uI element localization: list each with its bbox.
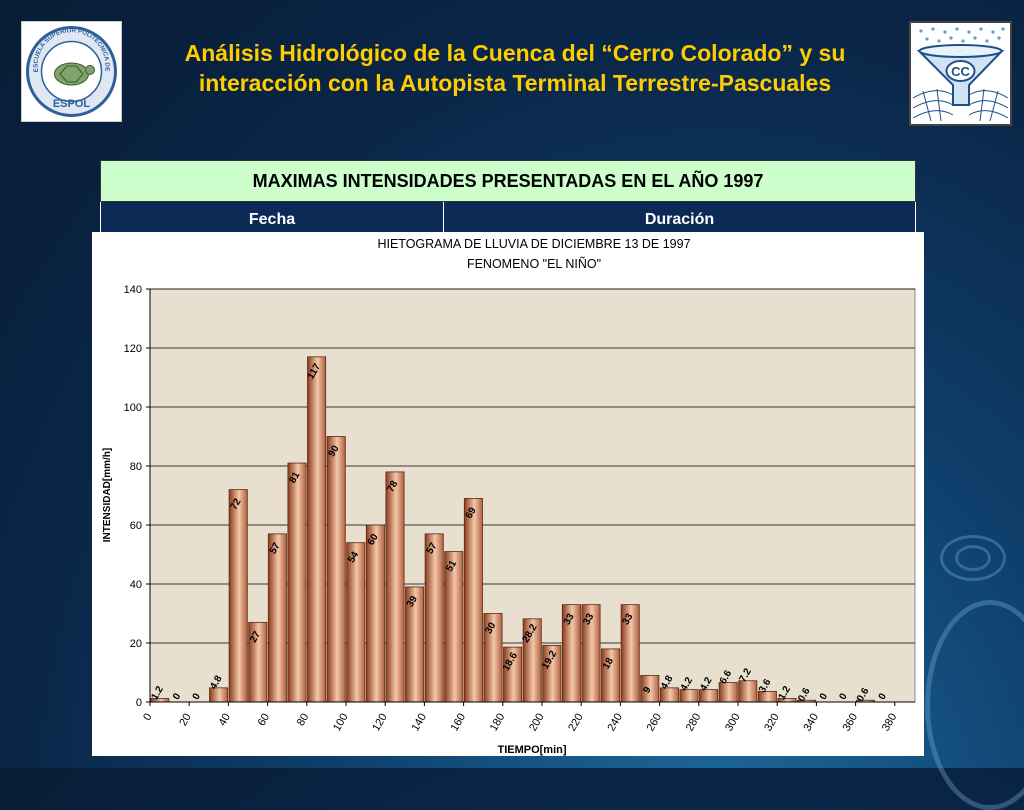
- bar-value-label: 72: [228, 496, 243, 512]
- x-tick-label: 40: [216, 712, 233, 729]
- bar-value-label: 0: [171, 691, 184, 702]
- y-tick-label: 80: [130, 461, 142, 473]
- bar: [601, 648, 621, 703]
- bar: [424, 533, 444, 703]
- bar: [326, 436, 346, 703]
- x-tick-label: 240: [605, 712, 625, 734]
- bar: [659, 687, 679, 703]
- cc-logo: CC: [909, 21, 1012, 126]
- bar-value-label: 30: [483, 620, 498, 636]
- ripple-decoration: [925, 600, 1024, 810]
- y-tick-label: 40: [130, 579, 142, 591]
- x-axis-label: TIEMPO[min]: [497, 744, 566, 756]
- x-tick-label: 60: [256, 712, 273, 729]
- x-tick-labels: 0 20 40 60 80 100 120 140 160 180 200 220 240 260 280 3…: [141, 702, 899, 733]
- bar-value-label: 33: [620, 611, 635, 627]
- bar-value-label: 81: [287, 470, 302, 486]
- bar-value-label: 0: [837, 691, 850, 702]
- bar: [738, 680, 758, 703]
- x-tick-label: 100: [331, 712, 351, 734]
- bar: [365, 524, 385, 703]
- ripple-decoration: [940, 535, 1006, 581]
- hyetograph-svg: 1.2 0 04.87227578111790546078395751693018.…: [102, 237, 916, 756]
- bar-value-label: 90: [326, 443, 341, 459]
- x-tick-label: 300: [723, 712, 743, 734]
- bar-value-label: 60: [366, 532, 381, 548]
- y-tick-label: 60: [130, 520, 142, 532]
- espol-logo: ESCUELA SUPERIOR POLITECNICA DEL LITORAL…: [20, 17, 122, 122]
- slide-title-line-1: Análisis Hidrológico de la Cuenca del “C…: [184, 40, 846, 66]
- slide-title: Análisis Hidrológico de la Cuenca del “C…: [130, 38, 900, 98]
- bar-value-label: 27: [248, 629, 263, 645]
- y-axis-label: INTENSIDAD[mm/h]: [102, 448, 113, 542]
- y-tick-label: 120: [124, 343, 142, 355]
- bar: [718, 682, 738, 703]
- x-tick-label: 360: [841, 712, 861, 734]
- bar-value-label: 54: [346, 550, 361, 566]
- bar-value-label: 78: [385, 479, 400, 495]
- chart-title: HIETOGRAMA DE LLUVIA DE DICIEMBRE 13 DE …: [377, 237, 690, 251]
- bars-group: [150, 356, 875, 703]
- x-tick-label: 140: [409, 712, 429, 734]
- table-title: MAXIMAS INTENSIDADES PRESENTADAS EN EL A…: [100, 160, 916, 202]
- y-tick-label: 20: [130, 638, 142, 650]
- bar-value-label: 57: [268, 541, 283, 557]
- bar: [228, 489, 248, 703]
- x-tick-label: 120: [370, 712, 390, 734]
- x-tick-label: 380: [880, 712, 900, 734]
- bar-value-label: 0: [818, 691, 831, 702]
- bar-value-label: 18: [601, 656, 616, 672]
- bar-value-label: 0: [877, 691, 890, 702]
- x-tick-label: 220: [566, 712, 586, 734]
- y-tick-label: 100: [124, 402, 142, 414]
- x-tick-label: 160: [449, 712, 469, 734]
- y-tick-labels: 0 20 40 60 80 100 120 140: [124, 284, 150, 709]
- data-labels-group: 1.2 0 04.87227578111790546078395751693018.…: [149, 361, 889, 703]
- ripple-decoration: [955, 545, 991, 571]
- hyetograph-chart: 1.2 0 0 4.8 72 27 57 81 117 90 54 60 78 39 57 51 69 30 18.…: [92, 232, 924, 756]
- x-tick-label: 340: [801, 712, 821, 734]
- bar: [267, 533, 287, 703]
- bar: [385, 471, 405, 703]
- bar-value-label: 39: [405, 594, 420, 610]
- intensities-table: MAXIMAS INTENSIDADES PRESENTADAS EN EL A…: [100, 160, 916, 239]
- bar: [463, 498, 483, 703]
- x-tick-label: 320: [762, 712, 782, 734]
- slide-title-line-2: interacción con la Autopista Terminal Te…: [198, 70, 832, 96]
- x-tick-label: 280: [684, 712, 704, 734]
- x-tick-label: 200: [527, 712, 547, 734]
- bar: [444, 551, 464, 703]
- bar-value-label: 0: [191, 691, 204, 702]
- espol-logo-text: ESPOL: [53, 98, 91, 110]
- chart-subtitle: FENOMENO "EL NIÑO": [467, 257, 601, 271]
- gridlines: [150, 288, 915, 644]
- x-tick-label: 260: [645, 712, 665, 734]
- bar: [287, 462, 307, 703]
- x-tick-label: 0: [141, 712, 154, 723]
- bar-value-label: 57: [424, 541, 439, 557]
- bar-value-label: 9: [641, 685, 654, 696]
- y-tick-label: 0: [136, 697, 142, 709]
- bar: [209, 687, 229, 703]
- bar: [346, 542, 366, 703]
- bar-value-label: 33: [562, 611, 577, 627]
- bar: [307, 356, 327, 703]
- x-tick-label: 180: [488, 712, 508, 734]
- x-tick-label: 20: [177, 712, 194, 729]
- bar-value-label: 33: [581, 611, 596, 627]
- bar-value-label: 69: [464, 505, 479, 521]
- x-tick-label: 80: [295, 712, 312, 729]
- y-tick-label: 140: [124, 284, 142, 296]
- bar-value-label: 51: [444, 558, 459, 574]
- cc-logo-text: CC: [951, 64, 970, 79]
